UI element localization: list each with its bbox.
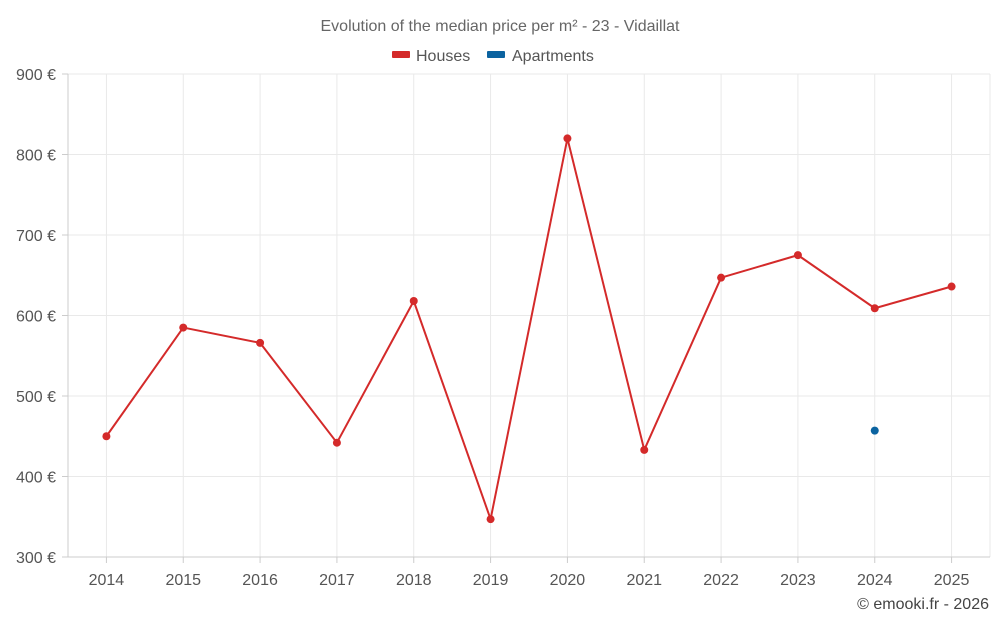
y-tick-label: 400 €	[16, 470, 56, 487]
y-axis-ticks: 300 € 400 € 500 € 600 € 700 € 800 € 900 €	[16, 67, 68, 567]
data-point-houses[interactable]	[102, 432, 111, 441]
y-tick-label: 600 €	[16, 309, 56, 326]
chart-title: Evolution of the median price per m² - 2…	[321, 18, 681, 35]
x-tick-label: 2019	[473, 572, 509, 589]
data-point-houses[interactable]	[640, 445, 649, 454]
legend-item-houses[interactable]: Houses	[392, 48, 470, 65]
y-tick-label: 900 €	[16, 67, 56, 84]
data-point-houses[interactable]	[793, 251, 802, 260]
data-point-houses[interactable]	[870, 304, 879, 313]
x-tick-label: 2023	[780, 572, 816, 589]
series-line-houses	[105, 137, 952, 521]
data-point-houses[interactable]	[256, 338, 265, 347]
x-tick-label: 2021	[626, 572, 662, 589]
legend-label-apartments: Apartments	[512, 48, 594, 65]
legend-label-houses: Houses	[416, 48, 470, 65]
x-tick-label: 2014	[89, 572, 125, 589]
y-tick-label: 500 €	[16, 389, 56, 406]
data-point-houses[interactable]	[409, 297, 418, 306]
data-point-apartments[interactable]	[870, 426, 879, 435]
y-tick-label: 700 €	[16, 228, 56, 245]
x-tick-label: 2016	[242, 572, 278, 589]
data-point-houses[interactable]	[717, 273, 726, 282]
credit-text: © emooki.fr - 2026	[857, 596, 989, 613]
data-point-houses[interactable]	[947, 282, 956, 291]
data-point-houses[interactable]	[563, 134, 572, 143]
legend-swatch-apartments	[487, 51, 505, 58]
legend[interactable]: Houses Apartments	[392, 48, 594, 65]
x-tick-label: 2017	[319, 572, 355, 589]
x-tick-label: 2022	[703, 572, 739, 589]
y-tick-label: 300 €	[16, 550, 56, 567]
data-point-houses[interactable]	[332, 438, 341, 447]
data-point-houses[interactable]	[486, 515, 495, 524]
grid	[68, 73, 990, 557]
series	[102, 134, 956, 524]
series-apartments	[870, 426, 879, 435]
x-tick-label: 2018	[396, 572, 432, 589]
x-tick-label: 2025	[934, 572, 970, 589]
series-houses	[102, 134, 956, 524]
x-tick-label: 2024	[857, 572, 893, 589]
x-tick-label: 2015	[165, 572, 201, 589]
legend-item-apartments[interactable]: Apartments	[487, 48, 594, 65]
data-point-houses[interactable]	[179, 323, 188, 332]
x-tick-label: 2020	[550, 572, 586, 589]
x-axis-ticks: 2014 2015 2016 2017 2018 2019 2020 2021 2022 2023…	[89, 557, 970, 589]
legend-swatch-houses	[392, 51, 410, 58]
y-tick-label: 800 €	[16, 148, 56, 165]
